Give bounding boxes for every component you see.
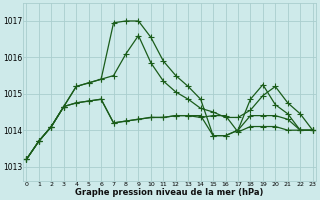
X-axis label: Graphe pression niveau de la mer (hPa): Graphe pression niveau de la mer (hPa) [76,188,264,197]
